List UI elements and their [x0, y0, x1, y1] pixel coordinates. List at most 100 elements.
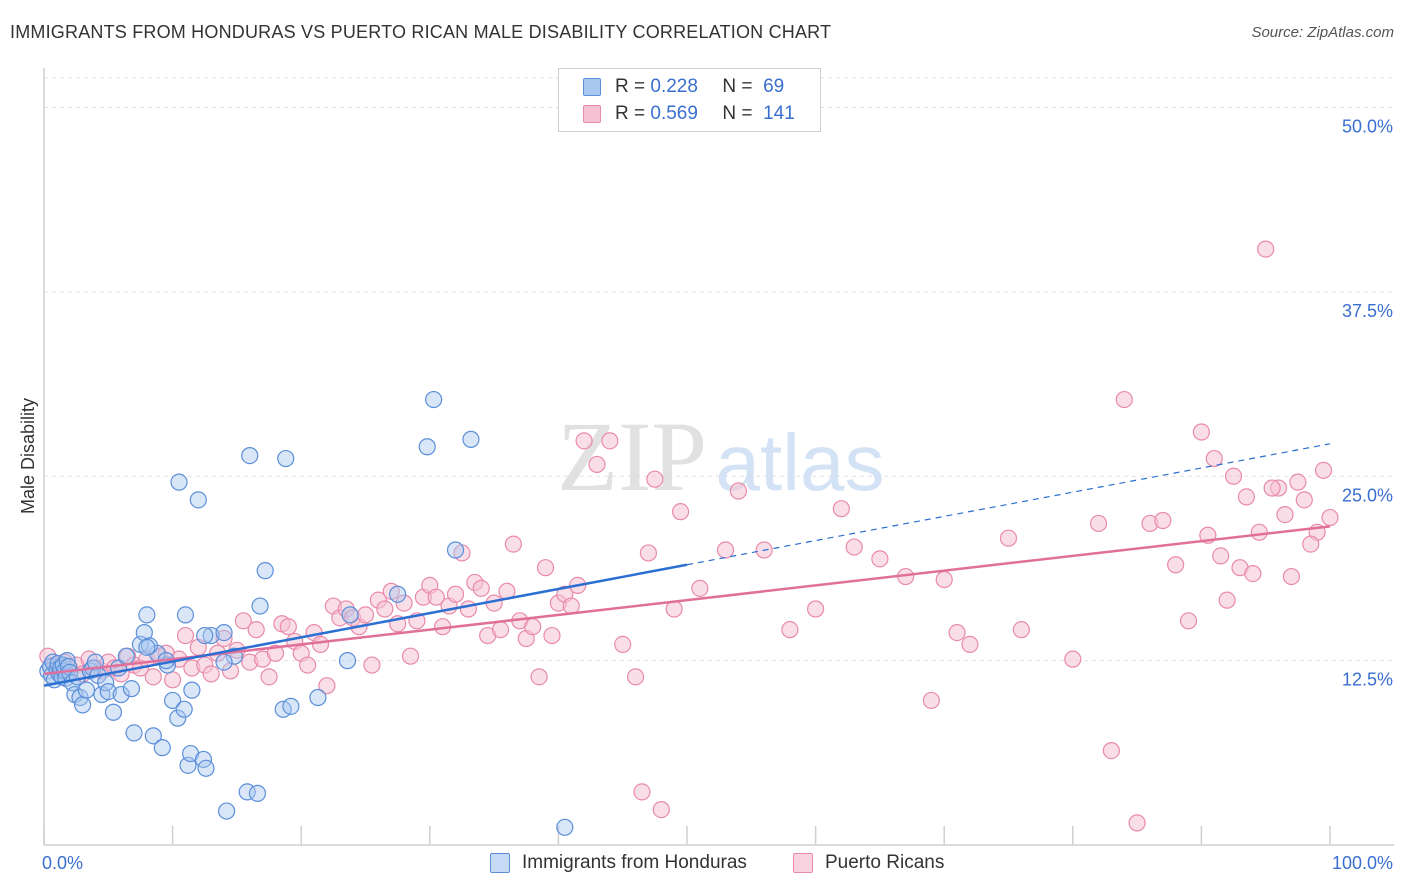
data-point-honduras — [196, 626, 214, 645]
data-point-puerto-ricans — [806, 600, 825, 618]
data-point-honduras — [104, 703, 123, 721]
data-point-honduras — [256, 562, 274, 580]
data-point-puerto-ricans — [588, 455, 606, 474]
legend-n-value: 69 — [763, 76, 785, 97]
data-point-puerto-ricans — [1224, 467, 1243, 485]
data-point-puerto-ricans — [202, 665, 220, 683]
data-point-honduras — [164, 691, 182, 710]
data-point-puerto-ricans — [845, 538, 863, 556]
data-point-puerto-ricans — [1154, 511, 1172, 530]
data-point-honduras — [341, 606, 359, 624]
data-point-puerto-ricans — [1089, 514, 1108, 533]
source-label: Source: ZipAtlas.com — [1251, 24, 1394, 41]
data-point-puerto-ricans — [781, 621, 799, 639]
legend-swatch-pink — [583, 105, 601, 123]
data-point-puerto-ricans — [1321, 508, 1339, 527]
data-point-puerto-ricans — [652, 800, 670, 819]
x-tick-label: 100.0% — [1332, 853, 1393, 873]
data-point-puerto-ricans — [215, 629, 233, 648]
data-point-puerto-ricans — [671, 503, 690, 521]
data-point-honduras — [389, 585, 407, 603]
trend-lines — [43, 443, 1331, 687]
legend-row-puerto-ricans: R = 0.569 N = 141 — [583, 102, 795, 126]
data-point-puerto-ricans — [472, 579, 490, 597]
data-point-puerto-ricans — [401, 647, 420, 665]
trend-line-honduras — [43, 563, 688, 687]
data-point-puerto-ricans — [626, 668, 645, 686]
bottom-legend-honduras: Immigrants from Honduras — [490, 852, 747, 874]
legend-swatch-blue — [583, 78, 601, 96]
data-point-puerto-ricans — [524, 618, 542, 636]
data-point-honduras — [175, 700, 193, 718]
data-point-puerto-ricans — [871, 550, 889, 568]
data-point-puerto-ricans — [491, 621, 510, 639]
data-point-puerto-ricans — [363, 656, 381, 674]
data-point-puerto-ricans — [1102, 741, 1120, 760]
data-point-puerto-ricans — [164, 671, 182, 689]
data-point-honduras — [277, 449, 295, 468]
data-point-puerto-ricans — [311, 635, 330, 654]
legend-r-label: R = — [615, 76, 646, 97]
data-point-puerto-ricans — [575, 432, 593, 450]
series-honduras — [39, 390, 574, 836]
data-point-puerto-ricans — [729, 482, 748, 500]
series-puerto-ricans — [39, 240, 1339, 832]
data-point-puerto-ricans — [1205, 449, 1223, 468]
bottom-legend-label: Immigrants from Honduras — [522, 852, 747, 873]
data-point-puerto-ricans — [691, 579, 709, 597]
data-point-honduras — [215, 653, 233, 671]
data-point-puerto-ricans — [1218, 591, 1236, 609]
data-point-puerto-ricans — [530, 668, 548, 686]
data-point-puerto-ricans — [299, 656, 317, 674]
data-point-puerto-ricans — [948, 623, 966, 642]
data-point-puerto-ricans — [614, 635, 632, 654]
y-tick-label: 37.5% — [1342, 301, 1393, 321]
data-point-honduras — [112, 685, 130, 704]
data-point-honduras — [338, 652, 357, 670]
data-point-puerto-ricans — [1212, 547, 1230, 565]
data-point-puerto-ricans — [999, 529, 1018, 547]
axes — [43, 68, 1394, 846]
data-point-honduras — [169, 709, 187, 727]
data-point-honduras — [170, 473, 188, 491]
data-point-honduras — [189, 491, 207, 509]
data-point-honduras — [99, 682, 117, 701]
data-point-honduras — [86, 653, 105, 671]
data-point-honduras — [425, 390, 443, 409]
trend-line-puerto-ricans — [43, 525, 1331, 676]
legend-n-value: 141 — [763, 103, 795, 124]
data-point-puerto-ricans — [247, 621, 265, 639]
data-point-puerto-ricans — [504, 535, 522, 553]
data-point-puerto-ricans — [832, 500, 850, 518]
data-point-honduras — [556, 818, 574, 836]
data-point-puerto-ricans — [1179, 612, 1198, 630]
data-point-honduras — [138, 638, 156, 656]
grid-lines — [44, 77, 1394, 662]
data-point-puerto-ricans — [1276, 505, 1294, 524]
data-point-honduras — [122, 680, 141, 698]
data-point-puerto-ricans — [1295, 491, 1313, 509]
data-point-honduras — [251, 597, 269, 615]
data-point-puerto-ricans — [356, 606, 375, 624]
legend: R = 0.228 N = 69 R = 0.569 N = 141 — [558, 68, 821, 132]
legend-n-label: N = — [722, 76, 753, 97]
data-point-puerto-ricans — [935, 570, 953, 589]
y-tick-label: 50.0% — [1342, 117, 1393, 137]
bottom-legend: Immigrants from Honduras Puerto Ricans — [0, 852, 1406, 878]
bottom-legend-label: Puerto Ricans — [825, 852, 945, 873]
data-point-honduras — [135, 623, 153, 642]
data-point-honduras — [176, 606, 195, 624]
tick-labels: 12.5% 25.0% 37.5% 50.0% 0.0% 100.0% — [42, 117, 1393, 874]
legend-r-value: 0.569 — [650, 103, 698, 124]
data-point-honduras — [153, 739, 171, 757]
data-point-honduras — [73, 696, 92, 714]
data-point-puerto-ricans — [1302, 535, 1320, 553]
data-point-puerto-ricans — [279, 618, 297, 636]
data-point-puerto-ricans — [1250, 523, 1268, 541]
data-point-puerto-ricans — [318, 677, 336, 695]
data-point-puerto-ricans — [260, 668, 278, 686]
data-point-honduras — [446, 541, 465, 559]
data-point-puerto-ricans — [1192, 423, 1211, 441]
data-point-honduras — [117, 647, 135, 665]
